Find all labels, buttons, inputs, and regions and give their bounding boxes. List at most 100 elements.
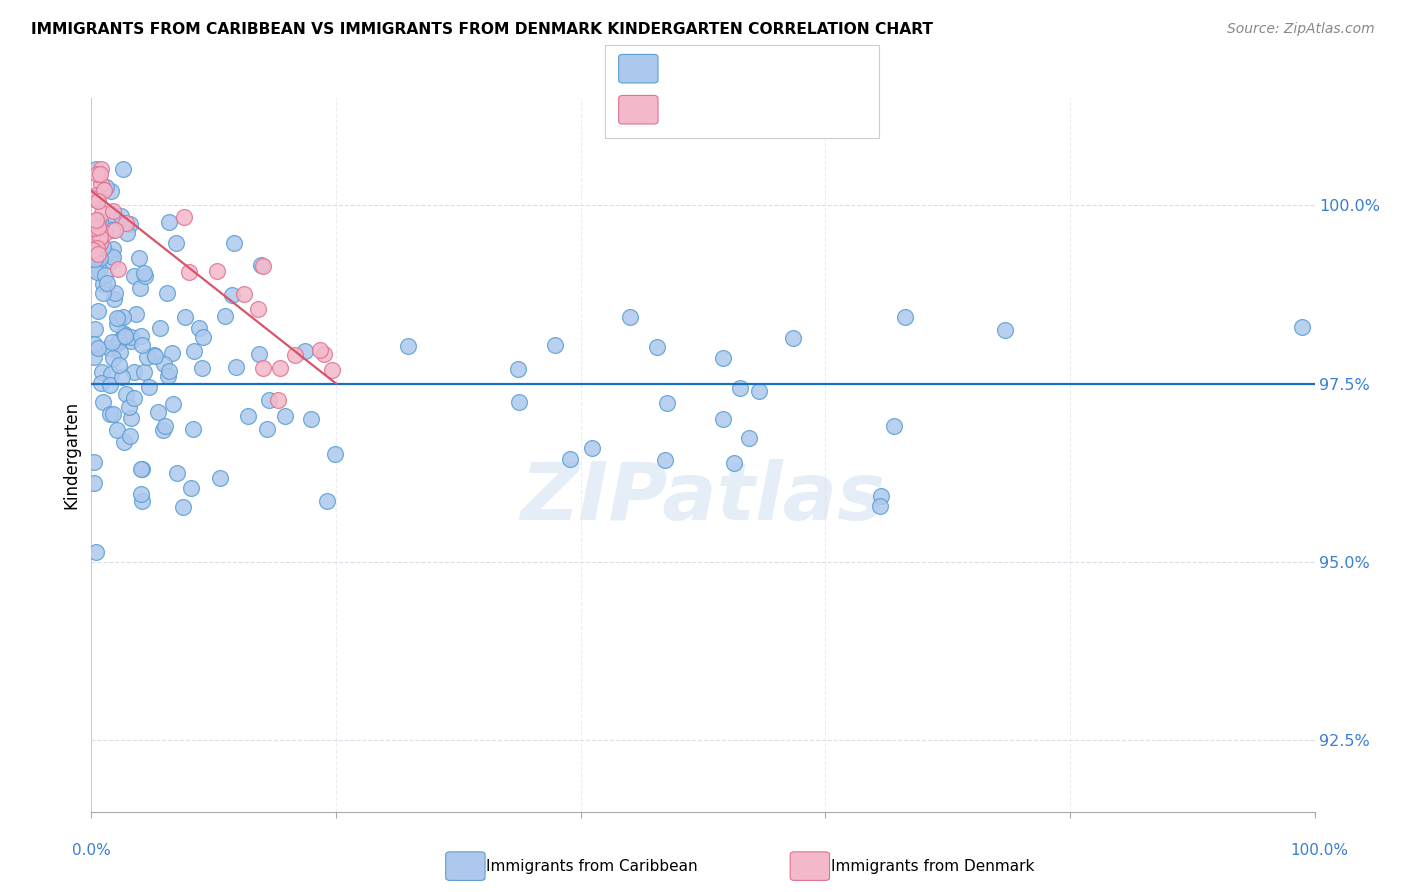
Point xyxy=(172,500,194,514)
Text: 148: 148 xyxy=(786,60,824,78)
Point xyxy=(869,499,891,513)
Text: N =: N = xyxy=(756,101,796,119)
Point xyxy=(267,392,290,407)
Text: R =: R = xyxy=(659,101,699,119)
Point xyxy=(83,215,105,229)
Point xyxy=(89,252,111,266)
Point xyxy=(87,220,110,235)
Point xyxy=(236,409,259,423)
Point xyxy=(156,285,179,300)
Point xyxy=(83,350,105,364)
Point xyxy=(247,347,270,361)
Point xyxy=(101,351,124,366)
Point xyxy=(225,359,247,374)
Point xyxy=(782,331,804,345)
Point xyxy=(728,381,751,395)
Point xyxy=(581,441,603,455)
Point xyxy=(115,387,138,401)
Point xyxy=(94,180,117,194)
Point xyxy=(160,346,183,360)
Point xyxy=(103,285,125,300)
Point xyxy=(312,347,335,361)
Point xyxy=(83,322,105,336)
Point xyxy=(101,250,124,264)
Point xyxy=(869,489,891,503)
Point xyxy=(132,365,155,379)
Point xyxy=(112,435,135,450)
Point xyxy=(165,236,187,251)
Point xyxy=(560,451,582,466)
Point xyxy=(284,348,307,362)
Point xyxy=(128,251,150,265)
Point xyxy=(221,288,243,302)
Point xyxy=(80,227,103,241)
Point xyxy=(98,377,121,392)
Point xyxy=(125,307,148,321)
Point xyxy=(89,214,111,228)
Point xyxy=(544,338,567,352)
Point xyxy=(91,395,114,409)
Point xyxy=(143,350,166,364)
Point xyxy=(83,221,105,235)
Point xyxy=(309,343,332,357)
Point xyxy=(321,363,343,377)
Point xyxy=(100,367,122,381)
Point xyxy=(893,310,915,324)
Point xyxy=(96,247,118,261)
Point xyxy=(246,302,269,317)
Point xyxy=(114,329,136,343)
Point xyxy=(149,321,172,335)
Point xyxy=(107,317,129,331)
Point xyxy=(711,412,734,426)
Point xyxy=(143,347,166,361)
Point xyxy=(108,311,131,326)
Point xyxy=(103,222,125,236)
Point xyxy=(162,397,184,411)
Point xyxy=(118,429,141,443)
Point xyxy=(98,342,121,356)
Point xyxy=(90,178,112,192)
Point xyxy=(83,336,105,351)
Point xyxy=(103,293,125,307)
Point xyxy=(91,286,114,301)
Point xyxy=(90,376,112,391)
Point xyxy=(205,264,228,278)
Point xyxy=(128,281,150,295)
Point xyxy=(180,481,202,495)
Point xyxy=(316,494,339,508)
Point xyxy=(84,212,107,227)
Y-axis label: Kindergarten: Kindergarten xyxy=(62,401,80,509)
Point xyxy=(508,395,530,409)
Point xyxy=(619,310,641,324)
Point xyxy=(657,396,679,410)
Point xyxy=(129,461,152,475)
Point xyxy=(90,206,112,220)
Point xyxy=(191,360,214,375)
Point xyxy=(115,216,138,230)
Point xyxy=(174,310,197,324)
Point xyxy=(96,277,118,291)
Point xyxy=(105,336,128,351)
Point xyxy=(86,241,108,255)
Point xyxy=(83,252,105,267)
Point xyxy=(100,184,122,198)
Point xyxy=(108,358,131,372)
Point xyxy=(101,407,124,421)
Point xyxy=(112,327,135,342)
Text: 0.0%: 0.0% xyxy=(72,843,111,858)
Point xyxy=(89,231,111,245)
Text: 39: 39 xyxy=(786,101,817,119)
Point xyxy=(86,304,108,318)
Point xyxy=(86,193,108,207)
Point xyxy=(84,188,107,202)
Point xyxy=(89,230,111,244)
Point xyxy=(87,341,110,355)
Point xyxy=(738,432,761,446)
Point xyxy=(101,223,124,237)
Point xyxy=(91,240,114,254)
Point xyxy=(89,168,111,182)
Point xyxy=(93,277,115,291)
Point xyxy=(101,242,124,256)
Point xyxy=(86,193,108,207)
Point xyxy=(396,339,419,353)
